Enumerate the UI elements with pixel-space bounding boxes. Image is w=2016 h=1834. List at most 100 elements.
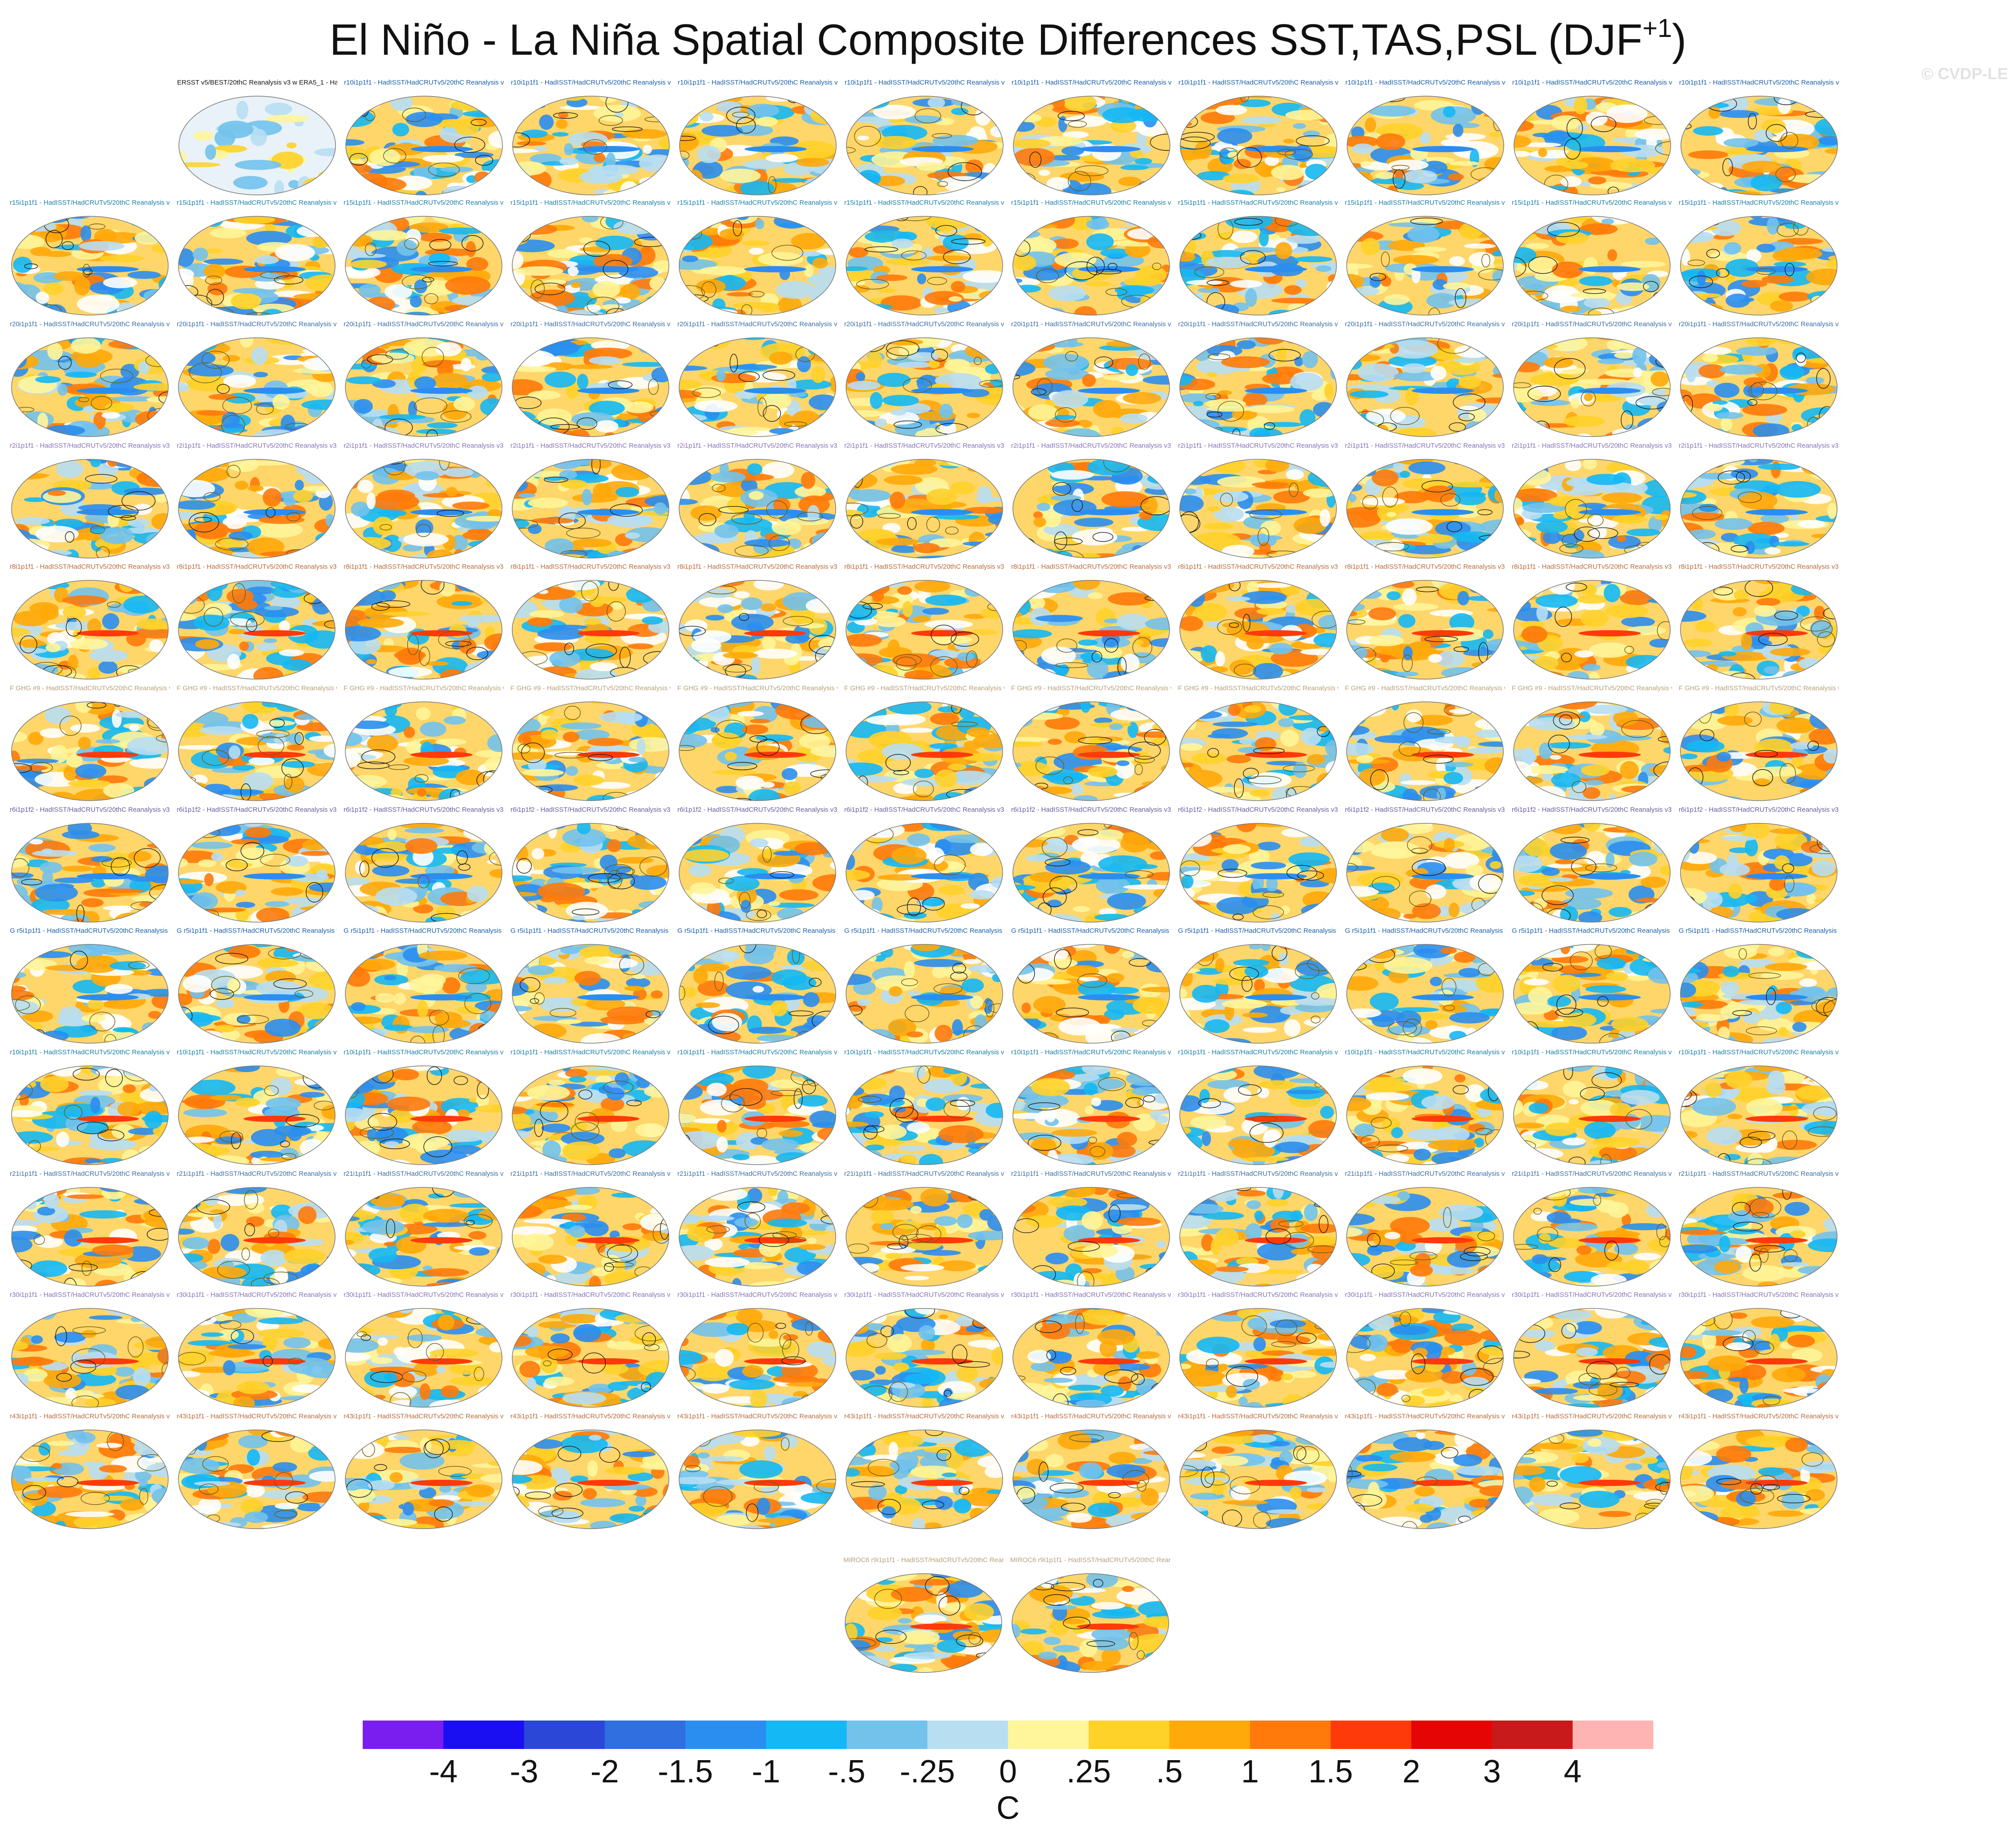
anomaly-patch — [1016, 580, 1057, 584]
anomaly-patch — [559, 105, 602, 110]
anomaly-patch — [1302, 302, 1329, 313]
anomaly-patch — [696, 459, 715, 468]
anomaly-patch — [1704, 182, 1724, 191]
anomaly-patch — [1223, 174, 1259, 183]
anomaly-patch — [621, 794, 650, 801]
psl-contour — [1716, 268, 1729, 278]
anomaly-patch — [1652, 422, 1670, 437]
anomaly-patch — [517, 141, 547, 146]
anomaly-patch — [1256, 607, 1284, 615]
anomaly-patch — [846, 299, 859, 309]
anomaly-patch — [816, 296, 836, 304]
anomaly-patch — [1560, 176, 1582, 187]
anomaly-patch — [512, 674, 523, 679]
map-outline — [1514, 96, 1671, 195]
map-panel: r10i1p1f1 - HadISST/HadCRUTv5/20thC Rean… — [1012, 79, 1172, 197]
anomaly-patch — [1691, 184, 1710, 195]
anomaly-patch — [476, 304, 489, 315]
psl-contour — [544, 477, 568, 483]
anomaly-patch — [83, 406, 95, 413]
psl-contour — [864, 246, 899, 253]
anomaly-patch — [352, 173, 388, 189]
psl-contour — [364, 110, 376, 121]
anomaly-patch — [490, 189, 502, 195]
anomaly-patch — [1714, 382, 1740, 398]
anomaly-patch — [1584, 310, 1602, 315]
anomaly-patch — [242, 714, 259, 729]
psl-contour — [1547, 222, 1580, 237]
anomaly-patch — [211, 459, 222, 467]
equatorial-pacific-anomaly — [77, 388, 139, 394]
psl-contour — [1180, 136, 1211, 150]
anomaly-patch — [1324, 661, 1336, 674]
anomaly-patch — [1153, 657, 1168, 672]
anomaly-patch — [781, 768, 797, 780]
anomaly-patch — [1680, 340, 1690, 358]
anomaly-patch — [552, 193, 563, 195]
psl-contour — [404, 238, 419, 250]
anomaly-patch — [874, 418, 887, 427]
anomaly-patch — [615, 297, 631, 304]
map-outline — [1680, 96, 1838, 195]
anomaly-patch — [1198, 287, 1220, 293]
anomaly-patch — [1013, 216, 1036, 219]
anomaly-patch — [178, 417, 198, 434]
anomaly-patch — [30, 247, 52, 256]
psl-contour — [1094, 356, 1113, 368]
anomaly-patch — [1208, 250, 1245, 258]
psl-contour — [612, 126, 643, 132]
anomaly-patch — [626, 586, 656, 603]
anomaly-patch — [1485, 216, 1501, 224]
map-panel-svg — [1680, 459, 1838, 559]
anomaly-patch — [828, 792, 836, 801]
anomaly-patch — [762, 393, 792, 409]
anomaly-patch — [1457, 591, 1469, 606]
psl-contour — [1567, 118, 1583, 139]
anomaly-patch — [1162, 98, 1170, 109]
anomaly-patch — [512, 216, 529, 228]
anomaly-patch — [1013, 121, 1035, 132]
anomaly-patch — [693, 630, 732, 644]
map-outline — [846, 337, 1003, 437]
map-panel-label: r20i1p1f1 - HadISST/HadCRUTv5/20thC Rean… — [1178, 321, 1338, 328]
anomaly-patch — [1180, 587, 1205, 595]
anomaly-patch — [867, 304, 893, 310]
anomaly-patch — [44, 425, 85, 436]
psl-contour — [1319, 543, 1336, 558]
anomaly-patch — [1544, 285, 1579, 304]
anomaly-patch — [1736, 346, 1777, 356]
psl-contour — [974, 356, 982, 365]
anomaly-patch — [547, 249, 578, 259]
anomaly-patch — [1328, 658, 1336, 676]
anomaly-patch — [1563, 161, 1589, 169]
anomaly-patch — [769, 428, 794, 434]
map-panel-label: r8i1p1f1 - HadISST/HadCRUTv5/20thC Reana… — [510, 563, 671, 571]
psl-contour — [718, 506, 749, 514]
map-panel-svg — [178, 337, 336, 437]
psl-contour — [738, 371, 760, 382]
anomaly-patch — [528, 216, 553, 223]
anomaly-patch — [723, 652, 758, 659]
anomaly-patch — [792, 310, 829, 315]
psl-contour — [179, 580, 213, 585]
psl-contour — [784, 421, 807, 427]
anomaly-patch — [1021, 96, 1033, 105]
anomaly-patch — [464, 218, 477, 223]
anomaly-patch — [1187, 588, 1205, 607]
map-panel: r20i1p1f1 - HadISST/HadCRUTv5/20thC Rean… — [1345, 321, 1505, 438]
anomaly-patch — [1467, 580, 1484, 585]
anomaly-patch — [1803, 309, 1835, 315]
map-panel-label: r2i1p1f1 - HadISST/HadCRUTv5/20thC Reana… — [10, 442, 170, 449]
anomaly-patch — [1770, 300, 1793, 312]
psl-contour — [121, 491, 156, 511]
anomaly-patch — [874, 136, 917, 149]
psl-contour — [1096, 269, 1122, 275]
anomaly-patch — [68, 780, 111, 788]
anomaly-patch — [1053, 96, 1065, 110]
psl-contour — [1321, 338, 1336, 351]
anomaly-patch — [248, 757, 275, 765]
psl-contour — [512, 222, 531, 243]
psl-contour — [661, 338, 669, 351]
anomaly-patch — [75, 764, 106, 779]
anomaly-patch — [250, 129, 267, 146]
